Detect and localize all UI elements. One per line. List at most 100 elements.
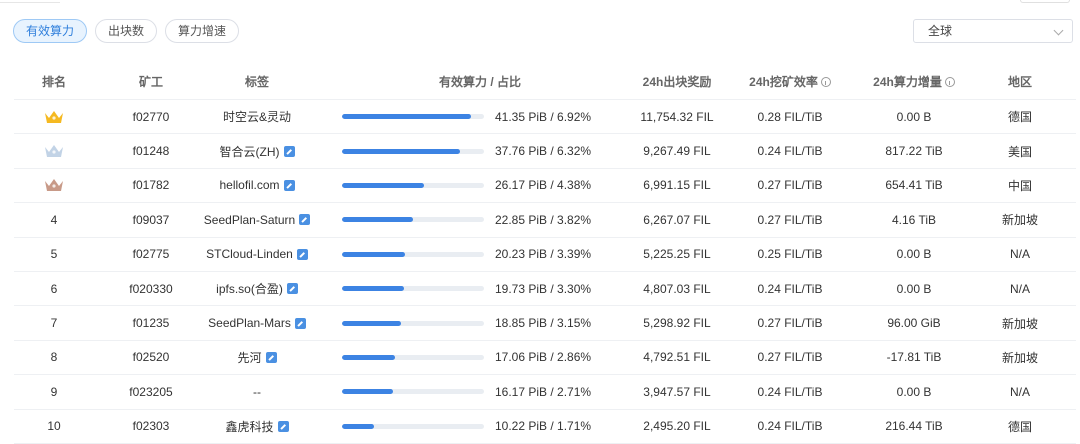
power-value: 22.85 PiB / 3.82% xyxy=(495,212,592,227)
table-row[interactable]: 9 f023205 -- 16.17 PiB / 2.71% 3,947.57 … xyxy=(14,375,1076,410)
table-body: f02770 时空云&灵动 41.35 PiB / 6.92% 11,754.3… xyxy=(14,100,1076,444)
top-edge-right xyxy=(1020,0,1070,3)
efficiency-value: 0.27 FIL/TiB xyxy=(757,178,823,193)
efficiency-value: 0.27 FIL/TiB xyxy=(757,350,823,365)
miner-id[interactable]: f02303 xyxy=(132,419,170,434)
rank-number: 5 xyxy=(50,247,58,262)
increase-value: 4.16 TiB xyxy=(891,212,937,227)
header-increase[interactable]: 24h算力增量 xyxy=(860,64,968,99)
rank-cell xyxy=(14,100,94,133)
power-share-fill xyxy=(342,354,396,360)
power-share-bar xyxy=(342,286,484,292)
table-row[interactable]: 8 f02520 先河 17.06 PiB / 2.86% 4,792.51 F… xyxy=(14,341,1076,376)
external-link-icon[interactable] xyxy=(294,317,306,329)
region-select[interactable]: 全球 xyxy=(913,19,1073,43)
miner-id[interactable]: f023205 xyxy=(129,384,173,399)
area-value: 新加坡 xyxy=(1001,213,1038,228)
table-row[interactable]: f01248 智合云(ZH) 37.76 PiB / 6.32% 9,267.4… xyxy=(14,134,1076,169)
rank-number: 6 xyxy=(50,281,58,296)
power-cell: 16.17 PiB / 2.71% xyxy=(332,375,628,408)
tag-cell: 先河 xyxy=(194,341,320,374)
rank-cell: 9 xyxy=(14,375,94,408)
power-cell: 19.73 PiB / 3.30% xyxy=(332,272,628,305)
increase-value: 0.00 B xyxy=(896,109,932,124)
power-value: 16.17 PiB / 2.71% xyxy=(495,384,592,399)
table-row[interactable]: f01782 hellofil.com 26.17 PiB / 4.38% 6,… xyxy=(14,169,1076,204)
power-share-fill xyxy=(342,320,401,326)
tab-power-growth[interactable]: 算力增速 xyxy=(165,19,240,43)
table-header: 排名 矿工 标签 有效算力 / 占比 24h出块奖励 24h挖矿效率 24h算力… xyxy=(14,64,1076,100)
miner-id[interactable]: f02770 xyxy=(132,109,170,124)
power-share-bar xyxy=(342,217,484,223)
table-row[interactable]: 5 f02775 STCloud-Linden 20.23 PiB / 3.39… xyxy=(14,238,1076,272)
rank-cell: 10 xyxy=(14,410,94,443)
tag-cell: hellofil.com xyxy=(194,169,320,202)
header-rank: 排名 xyxy=(41,75,66,89)
table-row[interactable]: 4 f09037 SeedPlan-Saturn 22.85 PiB / 3.8… xyxy=(14,203,1076,238)
header-area: 地区 xyxy=(1007,75,1032,89)
power-share-bar xyxy=(342,320,484,326)
table-row[interactable]: 7 f01235 SeedPlan-Mars 18.85 PiB / 3.15%… xyxy=(14,306,1076,341)
crown-gold-icon xyxy=(45,110,63,123)
external-link-icon[interactable] xyxy=(283,179,295,191)
efficiency-value: 0.25 FIL/TiB xyxy=(757,247,823,262)
rank-cell xyxy=(14,169,94,202)
tag-label: 智合云(ZH) xyxy=(219,144,280,159)
header-power[interactable]: 有效算力 / 占比 xyxy=(438,75,521,89)
external-link-icon[interactable] xyxy=(296,248,308,260)
miner-id[interactable]: f02520 xyxy=(132,350,170,365)
rank-cell xyxy=(14,134,94,167)
external-link-icon[interactable] xyxy=(277,420,289,432)
miner-id[interactable]: f020330 xyxy=(129,281,173,296)
power-share-bar xyxy=(342,354,484,360)
miner-id[interactable]: f02775 xyxy=(132,247,170,262)
table-row[interactable]: f02770 时空云&灵动 41.35 PiB / 6.92% 11,754.3… xyxy=(14,100,1076,135)
rank-number: 8 xyxy=(50,350,58,365)
chevron-down-icon xyxy=(1053,25,1064,36)
area-value: N/A xyxy=(1009,384,1030,399)
table-row[interactable]: 6 f020330 ipfs.so(合盈) 19.73 PiB / 3.30% … xyxy=(14,272,1076,307)
power-value: 19.73 PiB / 3.30% xyxy=(495,281,592,296)
tag-cell: 时空云&灵动 xyxy=(194,100,320,133)
power-share-bar xyxy=(342,251,484,257)
header-reward[interactable]: 24h出块奖励 xyxy=(642,75,712,89)
table-row[interactable]: 10 f02303 鑫虎科技 10.22 PiB / 1.71% 2,495.2… xyxy=(14,410,1076,444)
info-icon[interactable] xyxy=(820,76,831,87)
header-miner: 矿工 xyxy=(138,75,163,89)
miner-id[interactable]: f01235 xyxy=(132,316,170,331)
efficiency-value: 0.24 FIL/TiB xyxy=(757,384,823,399)
external-link-icon[interactable] xyxy=(283,145,295,157)
power-share-bar xyxy=(342,148,484,154)
header-efficiency[interactable]: 24h挖矿效率 xyxy=(738,64,842,99)
power-cell: 17.06 PiB / 2.86% xyxy=(332,341,628,374)
info-icon[interactable] xyxy=(944,76,955,87)
reward-value: 5,225.25 FIL xyxy=(643,247,711,262)
miner-id[interactable]: f01248 xyxy=(132,144,170,159)
tag-cell: 智合云(ZH) xyxy=(194,134,320,167)
tag-label: 先河 xyxy=(237,350,262,365)
reward-value: 6,267.07 FIL xyxy=(643,212,711,227)
reward-value: 6,991.15 FIL xyxy=(643,178,711,193)
external-link-icon[interactable] xyxy=(286,283,298,295)
crown-silver-icon xyxy=(45,145,63,158)
area-value: N/A xyxy=(1009,247,1030,262)
area-value: 美国 xyxy=(1007,144,1032,159)
metric-tabs: 有效算力 出块数 算力增速 xyxy=(13,19,240,43)
tag-cell: 鑫虎科技 xyxy=(194,410,320,443)
efficiency-value: 0.24 FIL/TiB xyxy=(757,419,823,434)
miner-id[interactable]: f01782 xyxy=(132,178,170,193)
efficiency-value: 0.24 FIL/TiB xyxy=(757,144,823,159)
tag-cell: STCloud-Linden xyxy=(194,238,320,271)
tab-blocks[interactable]: 出块数 xyxy=(95,19,158,43)
tab-effective-power[interactable]: 有效算力 xyxy=(13,19,88,43)
power-share-fill xyxy=(342,114,472,120)
external-link-icon[interactable] xyxy=(299,214,311,226)
header-tag: 标签 xyxy=(244,75,269,89)
miner-id[interactable]: f09037 xyxy=(132,212,170,227)
external-link-icon[interactable] xyxy=(265,351,277,363)
tag-label: hellofil.com xyxy=(219,178,280,193)
area-value: 德国 xyxy=(1007,110,1032,125)
reward-value: 3,947.57 FIL xyxy=(643,384,711,399)
rank-cell: 7 xyxy=(14,306,94,339)
power-cell: 26.17 PiB / 4.38% xyxy=(332,169,628,202)
